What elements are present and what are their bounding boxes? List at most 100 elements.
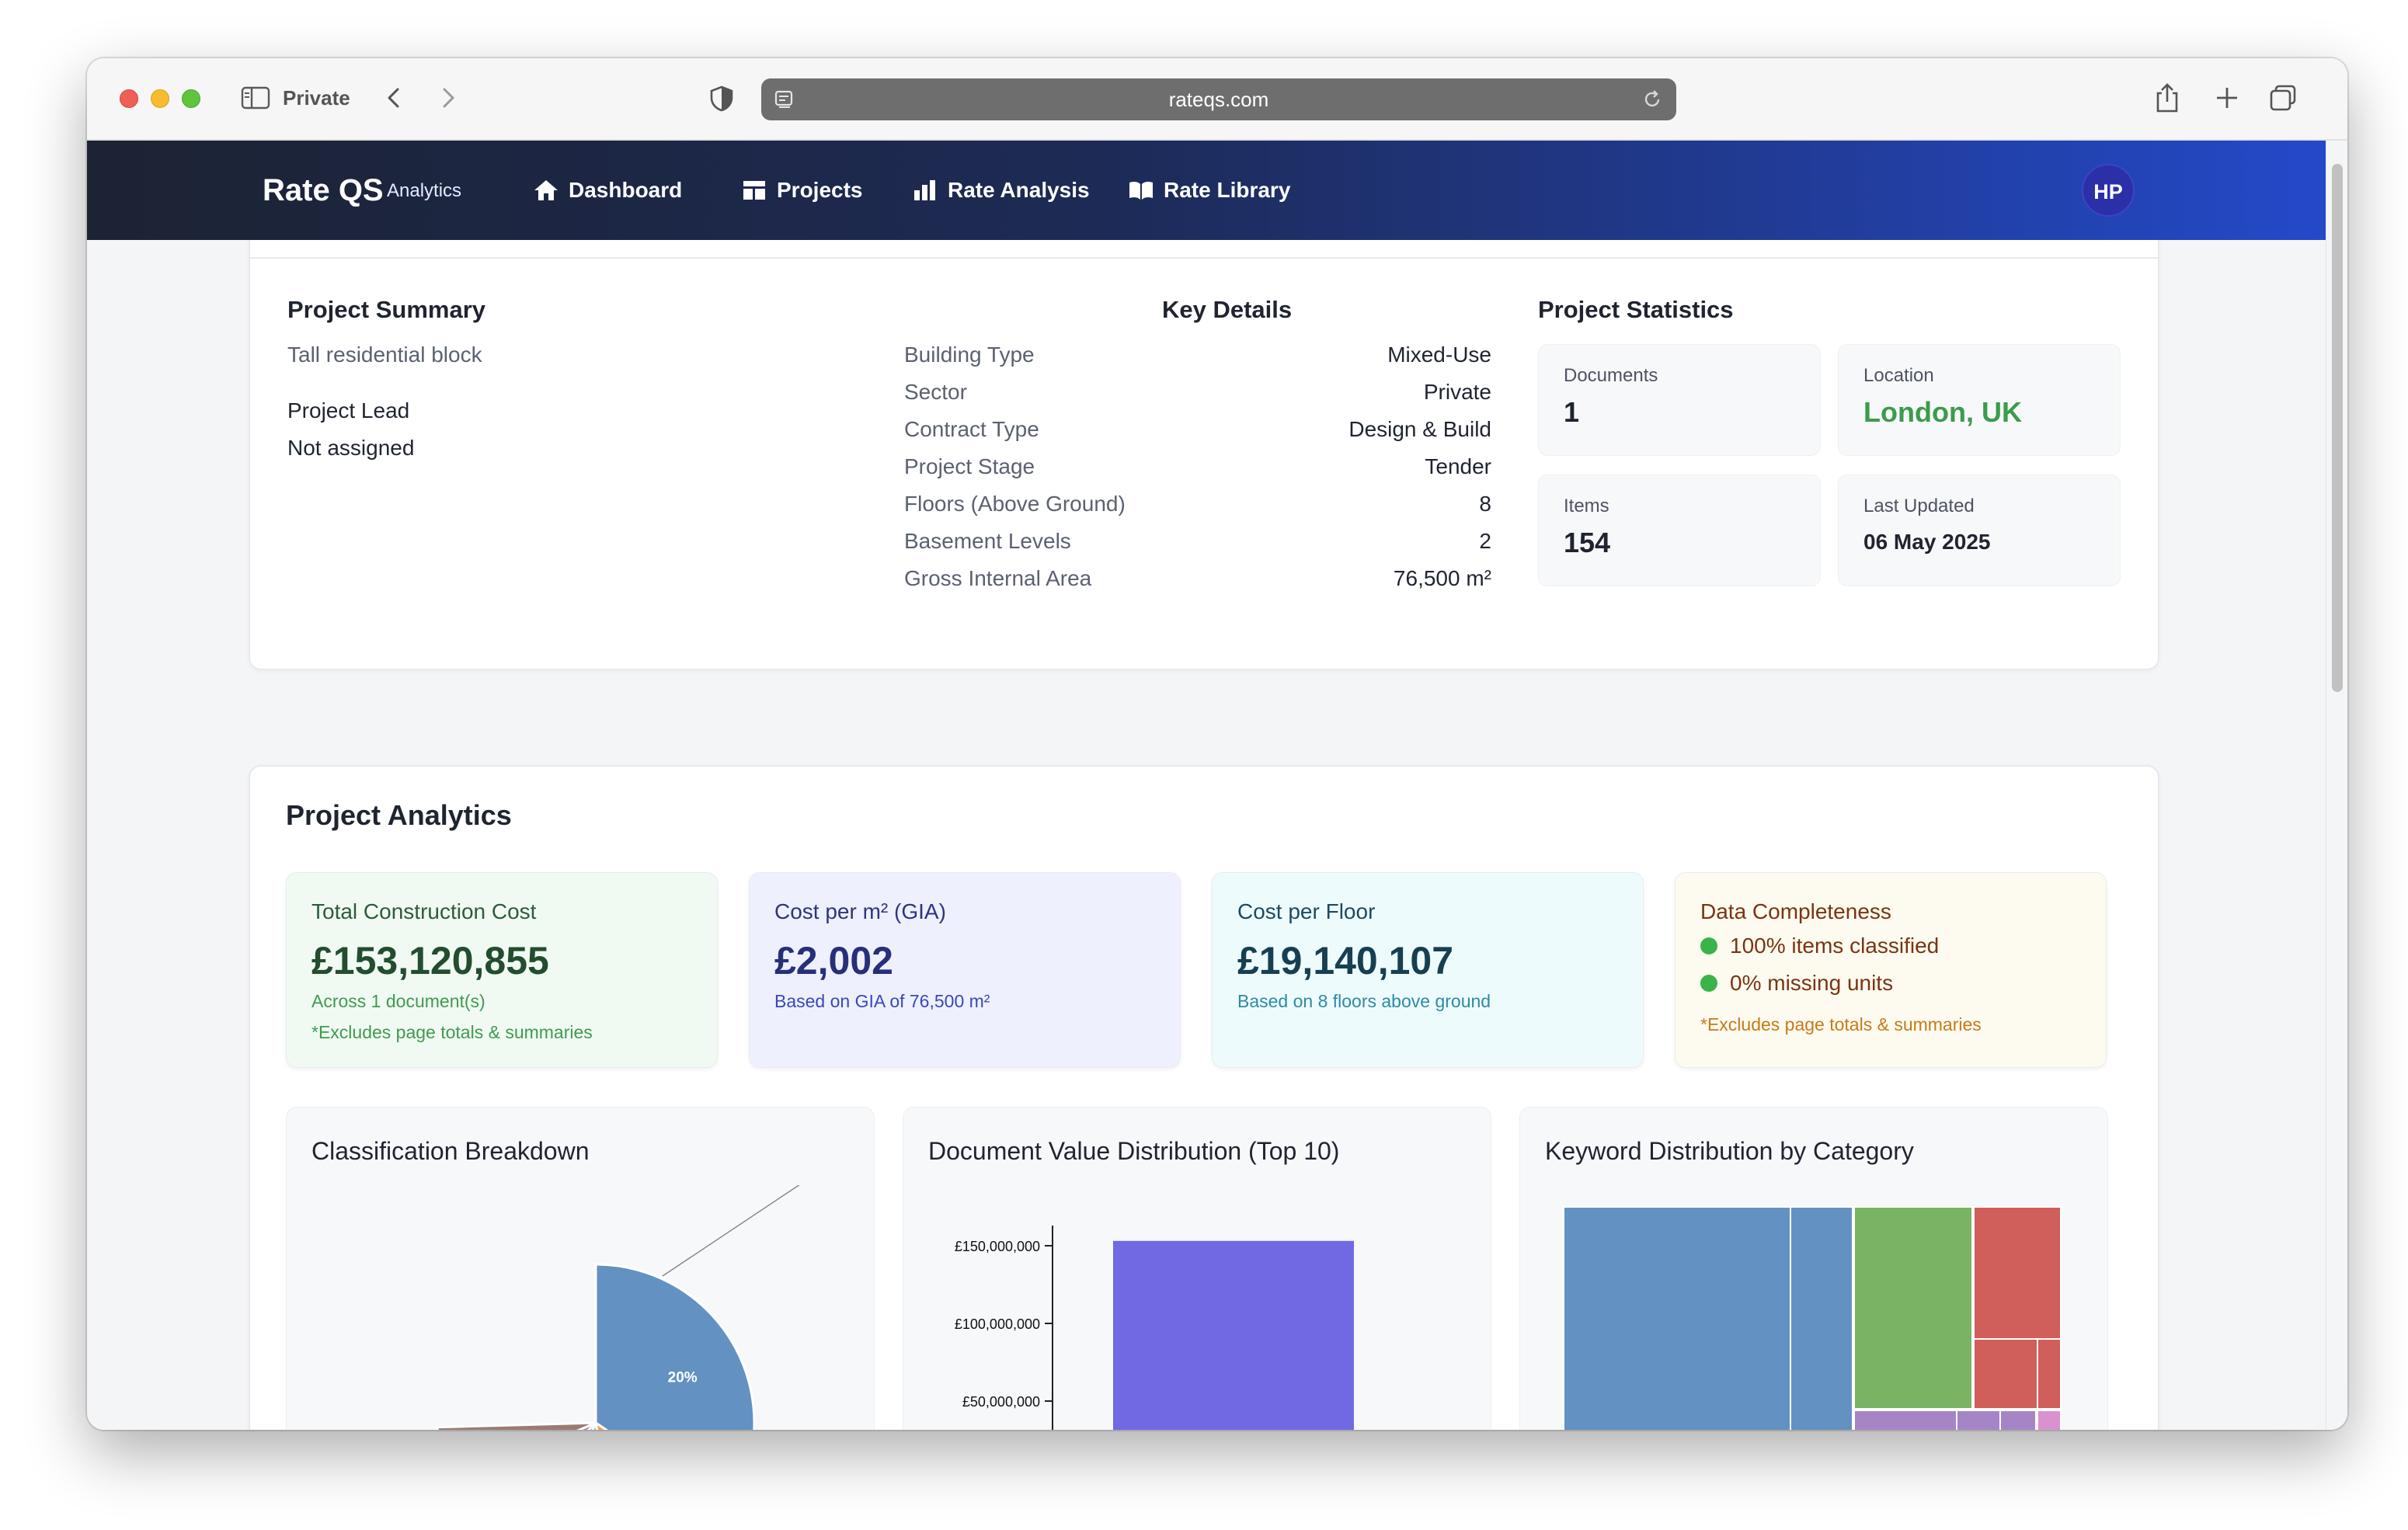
new-tab-icon[interactable] <box>2214 85 2240 111</box>
metric-subtext: Based on 8 floors above ground <box>1237 991 1491 1011</box>
treemap-cell[interactable] <box>1956 1410 2001 1430</box>
metric-note: *Excludes page totals & summaries <box>1700 1014 1982 1034</box>
classification-chart-card: Classification Breakdown 20%Reinforcemen… <box>286 1107 875 1430</box>
detail-label: Contract Type <box>904 417 1039 441</box>
project-description: Tall residential block <box>287 343 482 367</box>
page-settings-icon[interactable] <box>774 89 795 110</box>
nav-label: Rate Analysis <box>948 178 1090 202</box>
bar[interactable] <box>1113 1240 1354 1430</box>
pie-slice-label: 20% <box>668 1370 698 1386</box>
page-scrollbar[interactable] <box>2326 141 2347 1430</box>
treemap-cell[interactable] <box>1973 1206 2062 1340</box>
detail-label: Building Type <box>904 343 1035 367</box>
nav-dashboard[interactable]: Dashboard <box>533 141 682 240</box>
stat-value: 06 May 2025 <box>1863 530 1991 554</box>
close-window-button[interactable] <box>120 89 138 108</box>
detail-value: 76,500 m² <box>1393 566 1491 590</box>
keyword-chart-card: Keyword Distribution by Category <box>1519 1107 2108 1430</box>
user-avatar[interactable]: HP <box>2082 164 2135 217</box>
detail-label: Project Stage <box>904 454 1035 478</box>
metric-cost-per-floor: Cost per Floor £19,140,107 Based on 8 fl… <box>1212 872 1644 1068</box>
brand-logo[interactable]: Rate QS <box>263 173 384 207</box>
forward-chevron-icon[interactable] <box>435 85 461 111</box>
document-value-bar-chart: £0£50,000,000£100,000,000£150,000,000 <box>955 1226 1354 1430</box>
project-analytics-heading: Project Analytics <box>286 799 512 831</box>
stat-label: Last Updated <box>1863 496 1975 516</box>
reload-icon[interactable] <box>1641 88 1664 111</box>
page-viewport: Project Summary Tall residential block P… <box>87 141 2347 1430</box>
privacy-shield-icon[interactable] <box>708 85 735 113</box>
completeness-row: 100% items classified <box>1700 934 1939 958</box>
project-statistics-heading: Project Statistics <box>1538 296 1734 323</box>
detail-value: 2 <box>1479 529 1491 553</box>
metric-subtext: Across 1 document(s) <box>311 991 485 1011</box>
sidebar-toggle-icon[interactable] <box>241 86 270 110</box>
address-bar[interactable]: rateqs.com <box>761 78 1676 120</box>
metric-note: *Excludes page totals & summaries <box>311 1022 593 1042</box>
stat-value: 154 <box>1564 527 1611 558</box>
detail-value: Mixed-Use <box>1387 343 1491 367</box>
document-value-chart-card: Document Value Distribution (Top 10) £0 £… <box>903 1107 1491 1430</box>
completeness-text: 0% missing units <box>1730 971 1894 995</box>
app-navbar: Rate QS Analytics Dashboard Projects Rat… <box>87 141 2326 240</box>
keyword-treemap-chart <box>1563 1206 2062 1430</box>
detail-value: Private <box>1423 380 1491 404</box>
treemap-cell[interactable] <box>1853 1410 1957 1430</box>
project-summary-heading: Project Summary <box>287 296 485 323</box>
nav-label: Projects <box>777 178 863 202</box>
detail-value: 8 <box>1479 492 1491 516</box>
metric-title: Cost per m² (GIA) <box>774 899 946 923</box>
stat-label: Location <box>1863 365 1934 386</box>
nav-rate-analysis[interactable]: Rate Analysis <box>912 141 1090 240</box>
detail-value: Tender <box>1425 454 1491 478</box>
stat-label: Documents <box>1564 365 1658 386</box>
treemap-cell[interactable] <box>1973 1338 2038 1410</box>
project-lead-label: Project Lead <box>287 398 410 422</box>
detail-label: Gross Internal Area <box>904 566 1092 590</box>
treemap-cell[interactable] <box>1563 1206 1791 1430</box>
detail-row: Gross Internal Area 76,500 m² <box>904 566 1491 597</box>
pie-slice[interactable] <box>594 1263 756 1430</box>
stat-label: Items <box>1564 496 1609 516</box>
detail-row: Floors (Above Ground) 8 <box>904 492 1491 523</box>
status-dot-icon <box>1700 975 1717 992</box>
stat-value: 1 <box>1564 396 1580 428</box>
treemap-cell[interactable] <box>1853 1206 1973 1410</box>
treemap-cell[interactable] <box>1999 1410 2037 1430</box>
y-tick-label: £100,000,000 <box>955 1316 1040 1332</box>
pie-slice[interactable] <box>450 1421 597 1430</box>
treemap-cell[interactable] <box>2037 1338 2062 1410</box>
treemap-cell[interactable] <box>2037 1410 2062 1430</box>
chart-title: Document Value Distribution (Top 10) <box>928 1137 1340 1165</box>
share-icon[interactable] <box>2153 82 2181 114</box>
metric-value: £2,002 <box>774 939 893 982</box>
browser-toolbar: Private rateqs.com <box>87 58 2347 141</box>
detail-row: Sector Private <box>904 380 1491 411</box>
home-icon <box>534 180 558 200</box>
metric-title: Data Completeness <box>1700 899 1891 923</box>
metric-title: Cost per Floor <box>1237 899 1376 923</box>
scrollbar-thumb[interactable] <box>2332 164 2343 692</box>
stat-value: London, UK <box>1863 396 2022 428</box>
pie-slice[interactable] <box>593 1420 727 1430</box>
chart-title: Classification Breakdown <box>311 1137 590 1165</box>
nav-label: Rate Library <box>1164 178 1291 202</box>
nav-projects[interactable]: Projects <box>741 141 863 240</box>
nav-rate-library[interactable]: Rate Library <box>1128 141 1290 240</box>
brand-subtitle: Analytics <box>387 180 462 201</box>
private-mode-label: Private <box>283 86 350 110</box>
tab-overview-icon[interactable] <box>2268 83 2298 113</box>
detail-row: Project Stage Tender <box>904 454 1491 485</box>
minimize-window-button[interactable] <box>151 89 169 108</box>
detail-label: Basement Levels <box>904 529 1071 553</box>
back-chevron-icon[interactable] <box>381 85 407 111</box>
detail-label: Sector <box>904 380 967 404</box>
book-icon <box>1129 181 1153 200</box>
detail-row: Building Type Mixed-Use <box>904 343 1491 374</box>
stat-documents: Documents 1 <box>1538 344 1821 456</box>
pie-slice[interactable] <box>436 1421 597 1430</box>
zoom-window-button[interactable] <box>182 89 200 108</box>
metric-title: Total Construction Cost <box>311 899 537 923</box>
metric-total-cost: Total Construction Cost £153,120,855 Acr… <box>286 872 718 1068</box>
treemap-cell[interactable] <box>1790 1206 1853 1430</box>
